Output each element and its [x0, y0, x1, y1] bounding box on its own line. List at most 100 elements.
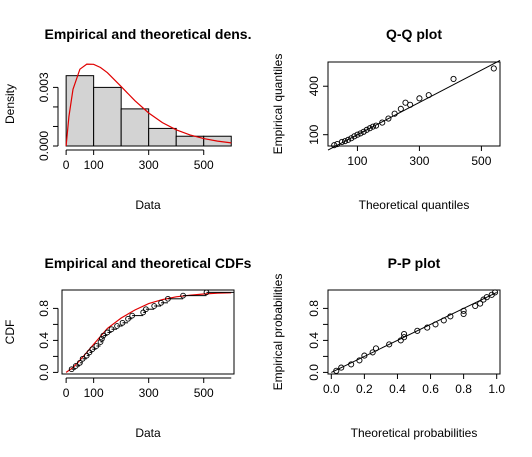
qq-point [348, 135, 355, 142]
qq-point [385, 115, 392, 122]
ecdf-point [119, 319, 126, 326]
y-tick-label: 400 [307, 76, 321, 96]
pp-point [414, 327, 421, 334]
y-tick-label: 0.000 [37, 131, 51, 161]
qq-point [397, 105, 404, 112]
x-tick-label: 0.2 [356, 382, 373, 396]
ecdf-point [129, 312, 136, 319]
ecdf-point [203, 289, 210, 296]
ecdf-point [180, 292, 186, 299]
x-tick-label: 500 [194, 158, 214, 172]
qq-point [490, 65, 497, 72]
x-tick-label: 500 [471, 154, 491, 168]
ecdf-point [108, 326, 115, 333]
x-tick-label: 100 [347, 154, 367, 168]
pp-point [401, 334, 408, 341]
density-ylabel: Density [3, 84, 17, 124]
qq-point [369, 123, 376, 130]
x-tick-label: 100 [84, 386, 104, 400]
ecdf-point [68, 366, 75, 373]
x-tick-label: 100 [84, 158, 104, 172]
pp-point [348, 361, 355, 368]
qq-axes: 100 300 500 100 400 [307, 76, 492, 168]
qq-panel: Q-Q plot Theoretical quantiles Empirical… [271, 26, 501, 212]
qq-point [345, 136, 352, 143]
pp-point [483, 294, 490, 301]
histogram-bar [120, 108, 150, 147]
density-theoretical-curve [65, 63, 232, 147]
ecdf-point [77, 359, 83, 366]
pp-panel: P-P plot Theoretical probabilities Empir… [271, 255, 505, 440]
qq-xlabel: Theoretical quantiles [359, 198, 470, 212]
ecdf-point [86, 349, 93, 356]
density-axes: 0 100 300 500 0.000 0.003 [37, 72, 214, 172]
ecdf-point [143, 306, 149, 313]
histogram-bar [65, 75, 95, 147]
qq-ylabel: Empirical quantiles [271, 54, 285, 155]
qq-point [407, 101, 414, 108]
ecdf-point [72, 363, 79, 369]
ecdf-point [93, 343, 100, 349]
ecdf-point [140, 309, 147, 316]
x-tick-label: 0.8 [455, 382, 472, 396]
x-tick-label: 300 [139, 386, 159, 400]
qq-point [331, 142, 338, 149]
qq-title: Q-Q plot [386, 26, 442, 42]
qq-point [450, 75, 457, 83]
density-panel: Empirical and theoretical dens. Data Den… [3, 26, 251, 212]
x-tick-label: 500 [194, 386, 214, 400]
pp-point [372, 345, 380, 352]
cdf-panel: Empirical and theoretical CDFs Data CDF … [3, 255, 252, 440]
pp-point [386, 341, 393, 348]
pp-point [447, 313, 454, 320]
pp-point [424, 324, 431, 331]
cdf-title: Empirical and theoretical CDFs [45, 255, 252, 271]
y-tick-label: 100 [307, 124, 321, 144]
qq-point [425, 92, 432, 99]
pp-point [361, 352, 368, 359]
ecdf-point [114, 323, 120, 329]
qq-point [357, 130, 364, 137]
qq-point [360, 128, 367, 135]
pp-point [491, 289, 499, 296]
histogram-bar [148, 127, 177, 147]
ecdf-point [125, 315, 131, 322]
pp-ylabel: Empirical probabilities [271, 274, 285, 391]
x-tick-label: 0 [63, 158, 70, 172]
x-tick-label: 300 [409, 154, 429, 168]
cdf-plot-box [61, 289, 235, 375]
qq-point [416, 95, 423, 102]
y-tick-label: 0.4 [37, 332, 51, 349]
cdf-empirical-steps [68, 289, 234, 373]
x-tick-label: 300 [139, 158, 159, 172]
ecdf-point [158, 299, 164, 306]
pp-title: P-P plot [388, 255, 441, 271]
pp-point [432, 321, 439, 328]
qq-point [338, 138, 345, 146]
y-tick-label: 0.0 [307, 364, 321, 381]
density-title: Empirical and theoretical dens. [45, 26, 252, 42]
pp-xlabel: Theoretical probabilities [351, 426, 478, 440]
pp-reference-line [331, 291, 497, 373]
qq-point [351, 133, 358, 140]
cdf-xlabel: Data [135, 426, 161, 440]
pp-point [356, 357, 363, 364]
cdf-axes: 0 100 300 500 0.0 0.4 0.8 [37, 300, 232, 400]
ecdf-point [89, 346, 96, 353]
pp-point [333, 367, 340, 374]
histogram-bar [93, 86, 122, 147]
y-tick-label: 0.0 [37, 364, 51, 381]
pp-point [460, 307, 467, 314]
pp-point [460, 310, 467, 318]
qq-point [391, 110, 398, 117]
ecdf-point [83, 352, 90, 359]
ecdf-point [97, 339, 104, 345]
ecdf-point [79, 355, 86, 362]
ecdf-point [100, 332, 107, 339]
density-xlabel: Data [135, 198, 161, 212]
x-tick-label: 0.4 [389, 382, 406, 396]
pp-point [369, 349, 376, 356]
pp-point [401, 330, 408, 338]
x-tick-label: 0.6 [422, 382, 439, 396]
qq-point [341, 138, 349, 145]
